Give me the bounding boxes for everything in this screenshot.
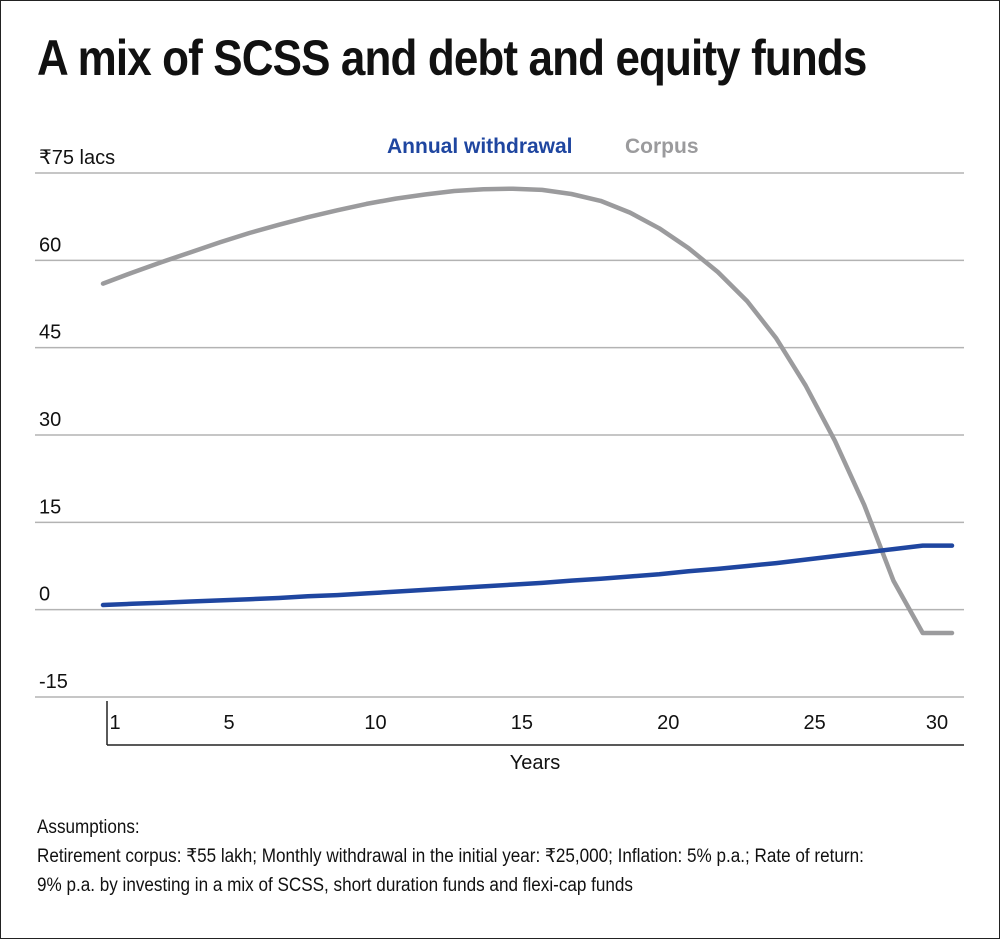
y-tick-label: -15 (39, 671, 68, 693)
x-tick-label: 1 (109, 712, 120, 734)
x-tick-label: 30 (926, 712, 948, 734)
assumptions-notes: Assumptions: Retirement corpus: ₹55 lakh… (37, 813, 874, 900)
legend-entry-annual-withdrawal: Annual withdrawal (387, 135, 573, 158)
assumptions-text: Retirement corpus: ₹55 lakh; Monthly wit… (37, 846, 864, 896)
x-tick-label: 15 (511, 712, 533, 734)
y-tick-label: 15 (39, 496, 61, 518)
y-axis-tick-labels: -15 0 15 30 45 60 ₹75 lacs (39, 147, 115, 693)
x-axis (106, 701, 964, 746)
y-tick-label: 45 (39, 322, 61, 344)
assumptions-heading: Assumptions: (37, 817, 140, 838)
y-tick-label: 60 (39, 234, 61, 256)
chart-title: A mix of SCSS and debt and equity funds (37, 30, 867, 86)
series-lines (100, 186, 955, 636)
x-tick-label: 20 (657, 712, 679, 734)
series-line-annual-withdrawal (100, 543, 955, 608)
series-line-corpus (100, 186, 955, 636)
y-tick-label: ₹75 lacs (39, 147, 115, 169)
x-tick-label: 10 (364, 712, 386, 734)
y-tick-label: 30 (39, 409, 61, 431)
x-axis-tick-labels: 1 5 10 15 20 25 30 (109, 712, 948, 734)
x-axis-label: Years (510, 752, 560, 774)
grid-lines (35, 172, 964, 698)
x-tick-label: 25 (803, 712, 825, 734)
legend-entry-corpus: Corpus (625, 135, 699, 158)
y-tick-label: 0 (39, 584, 50, 606)
legend: Annual withdrawal Corpus (387, 135, 699, 158)
x-tick-label: 5 (224, 712, 235, 734)
